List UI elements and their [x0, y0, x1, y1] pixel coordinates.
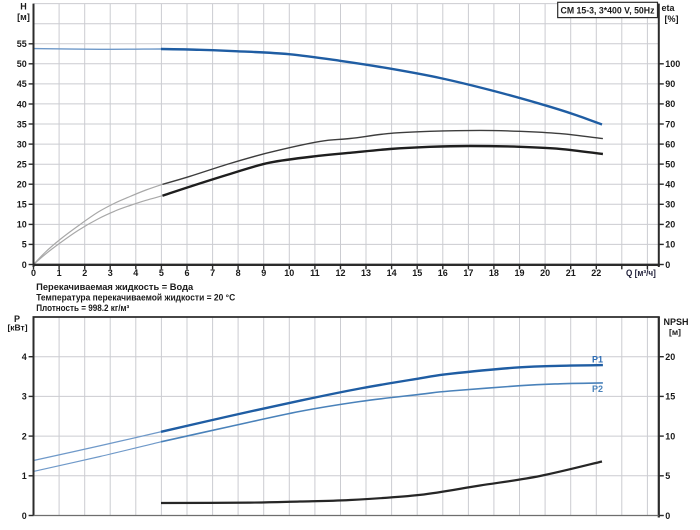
svg-text:CM 15-3, 3*400 V, 50Hz: CM 15-3, 3*400 V, 50Hz: [561, 4, 655, 15]
svg-text:eta: eta: [662, 3, 676, 13]
svg-text:5: 5: [665, 471, 670, 481]
svg-text:15: 15: [665, 392, 675, 402]
svg-text:10: 10: [665, 240, 675, 250]
svg-text:4: 4: [22, 352, 27, 362]
svg-text:NPSH: NPSH: [664, 317, 689, 327]
svg-text:2: 2: [22, 431, 27, 441]
svg-text:2: 2: [82, 268, 87, 278]
svg-text:80: 80: [665, 99, 675, 109]
svg-text:15: 15: [412, 268, 422, 278]
svg-text:0: 0: [665, 260, 670, 270]
svg-text:[кВт]: [кВт]: [7, 323, 27, 333]
svg-text:0: 0: [31, 268, 36, 278]
svg-text:3: 3: [108, 268, 113, 278]
svg-text:40: 40: [665, 180, 675, 190]
svg-text:[м]: [м]: [17, 12, 30, 22]
svg-text:13: 13: [361, 268, 371, 278]
svg-text:14: 14: [387, 268, 397, 278]
svg-text:Температура перекачиваемой жид: Температура перекачиваемой жидкости = 20…: [36, 292, 235, 302]
svg-text:22: 22: [591, 268, 601, 278]
svg-text:20: 20: [540, 268, 550, 278]
svg-text:Плотность = 998.2 кг/м³: Плотность = 998.2 кг/м³: [36, 303, 129, 313]
svg-text:[%]: [%]: [665, 14, 679, 24]
svg-text:15: 15: [17, 200, 27, 210]
svg-text:[м]: [м]: [669, 327, 681, 337]
svg-text:21: 21: [566, 268, 576, 278]
svg-text:5: 5: [22, 240, 27, 250]
svg-text:20: 20: [665, 220, 675, 230]
svg-text:10: 10: [284, 268, 294, 278]
svg-text:100: 100: [665, 59, 680, 69]
svg-text:8: 8: [236, 268, 241, 278]
svg-text:45: 45: [17, 79, 27, 89]
svg-text:90: 90: [665, 79, 675, 89]
svg-text:35: 35: [17, 119, 27, 129]
svg-text:10: 10: [665, 431, 675, 441]
svg-text:55: 55: [17, 39, 27, 49]
svg-text:19: 19: [514, 268, 524, 278]
svg-text:P2: P2: [592, 384, 603, 394]
svg-text:Q [м³/ч]: Q [м³/ч]: [626, 268, 656, 278]
svg-text:40: 40: [17, 99, 27, 109]
svg-text:30: 30: [665, 200, 675, 210]
svg-text:20: 20: [665, 352, 675, 362]
svg-text:7: 7: [210, 268, 215, 278]
svg-text:17: 17: [463, 268, 473, 278]
svg-text:50: 50: [665, 159, 675, 169]
svg-text:0: 0: [22, 511, 27, 521]
svg-text:0: 0: [665, 511, 670, 521]
svg-text:6: 6: [184, 268, 189, 278]
svg-text:10: 10: [17, 220, 27, 230]
svg-text:18: 18: [489, 268, 499, 278]
svg-text:1: 1: [57, 268, 62, 278]
svg-text:1: 1: [22, 471, 27, 481]
svg-text:5: 5: [159, 268, 164, 278]
svg-text:70: 70: [665, 119, 675, 129]
svg-text:H: H: [20, 2, 27, 12]
svg-text:Перекачиваемая жидкость = Вода: Перекачиваемая жидкость = Вода: [36, 282, 194, 292]
svg-text:16: 16: [438, 268, 448, 278]
svg-text:12: 12: [335, 268, 345, 278]
svg-text:11: 11: [310, 268, 320, 278]
svg-text:25: 25: [17, 160, 27, 170]
svg-text:0: 0: [22, 260, 27, 270]
svg-text:3: 3: [22, 392, 27, 402]
svg-text:50: 50: [17, 59, 27, 69]
svg-text:P1: P1: [592, 355, 603, 365]
svg-text:60: 60: [665, 139, 675, 149]
svg-text:P: P: [14, 314, 20, 324]
svg-text:20: 20: [17, 180, 27, 190]
svg-text:30: 30: [17, 139, 27, 149]
svg-text:4: 4: [133, 268, 138, 278]
svg-text:9: 9: [261, 268, 266, 278]
